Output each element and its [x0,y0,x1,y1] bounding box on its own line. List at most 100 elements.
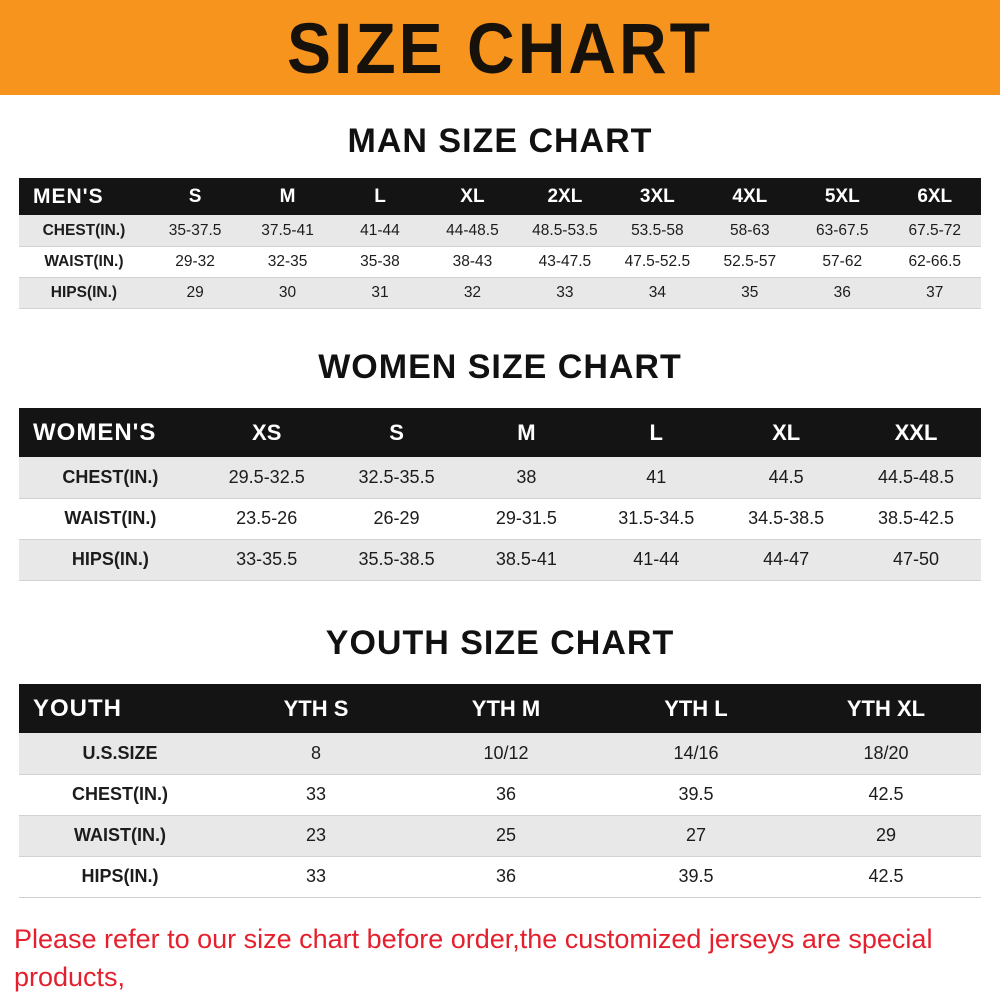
size-value: 52.5-57 [703,246,797,278]
row-label: HIPS(IN.) [19,539,202,581]
row-label: WAIST(IN.) [19,815,222,857]
size-value: 38.5-41 [461,539,592,581]
disclaimer-text: Please refer to our size chart before or… [14,920,1000,1000]
size-column-header: XS [201,408,332,458]
women-size-section: WOMEN SIZE CHART WOMEN'S XS S M L XL XXL CHEST(… [0,347,1000,581]
size-value: 30 [241,277,334,309]
size-value: 47-50 [851,539,981,581]
size-value: 8 [221,733,411,775]
table-row: HIPS(IN.) 33 36 39.5 42.5 [19,856,981,898]
size-column-header: 2XL [518,178,612,216]
size-value: 62-66.5 [888,246,981,278]
size-value: 33 [518,277,612,309]
size-column-header: XL [426,178,519,216]
size-column-header: XXL [851,408,981,458]
size-column-header: L [591,408,722,458]
size-column-header: YTH XL [790,684,981,734]
size-value: 36 [796,277,889,309]
size-value: 26-29 [331,498,462,540]
size-column-header: 6XL [888,178,981,216]
size-value: 38-43 [426,246,519,278]
poster-title: SIZE CHART [287,7,713,88]
size-column-header: YTH S [221,684,411,734]
table-corner-label: WOMEN'S [19,408,202,458]
size-value: 35 [703,277,797,309]
size-value: 27 [600,815,791,857]
size-column-header: L [333,178,427,216]
table-row: WAIST(IN.) 23 25 27 29 [19,815,981,857]
size-column-header: S [331,408,462,458]
size-value: 14/16 [600,733,791,775]
row-label: WAIST(IN.) [19,246,149,278]
size-value: 39.5 [600,774,791,816]
size-value: 35.5-38.5 [331,539,462,581]
size-column-header: M [461,408,592,458]
size-value: 38 [461,457,592,499]
size-column-header: 3XL [611,178,704,216]
mens-size-table: MEN'S S M L XL 2XL 3XL 4XL 5XL 6XL CHEST(IN.) 35-37… [19,178,981,309]
size-value: 67.5-72 [888,215,981,247]
size-value: 33 [221,774,411,816]
size-value: 42.5 [790,856,981,898]
man-size-section: MAN SIZE CHART MEN'S S M L XL 2XL 3XL 4XL 5XL 6XL… [0,122,1000,309]
size-value: 29-31.5 [461,498,592,540]
youth-size-table: YOUTH YTH S YTH M YTH L YTH XL U.S.SIZE 8 10/12… [19,684,981,898]
size-column-header: YTH L [600,684,791,734]
women-section-heading: WOMEN SIZE CHART [318,347,682,386]
size-value: 29 [148,277,242,309]
table-row: CHEST(IN.) 35-37.5 37.5-41 41-44 44-48.5 48.5… [19,215,981,247]
size-value: 37 [888,277,981,309]
title-banner: SIZE CHART [0,0,1000,95]
size-value: 18/20 [790,733,981,775]
size-value: 41 [591,457,722,499]
size-column-header: YTH M [411,684,601,734]
size-value: 29 [790,815,981,857]
size-value: 35-38 [333,246,427,278]
disclaimer-line-1: Please refer to our size chart before or… [14,923,933,992]
size-column-header: M [241,178,334,216]
size-value: 39.5 [600,856,791,898]
size-value: 35-37.5 [148,215,242,247]
table-row: CHEST(IN.) 29.5-32.5 32.5-35.5 38 41 44.5 44.5… [19,457,981,499]
size-value: 10/12 [411,733,601,775]
table-header-row: MEN'S S M L XL 2XL 3XL 4XL 5XL 6XL [19,178,981,216]
size-value: 23 [221,815,411,857]
table-row: U.S.SIZE 8 10/12 14/16 18/20 [19,733,981,775]
size-value: 34 [611,277,704,309]
size-value: 44.5 [721,457,852,499]
table-row: HIPS(IN.) 33-35.5 35.5-38.5 38.5-41 41-44 44-… [19,539,981,581]
size-value: 42.5 [790,774,981,816]
table-row: WAIST(IN.) 29-32 32-35 35-38 38-43 43-47.5 47.… [19,246,981,278]
row-label: WAIST(IN.) [19,498,202,540]
table-header-row: WOMEN'S XS S M L XL XXL [19,408,981,458]
row-label: CHEST(IN.) [19,457,202,499]
youth-section-heading: YOUTH SIZE CHART [325,623,675,662]
size-value: 29.5-32.5 [201,457,332,499]
row-label: HIPS(IN.) [19,856,222,898]
table-row: HIPS(IN.) 29 30 31 32 33 34 35 36 37 [19,277,981,309]
size-value: 32.5-35.5 [331,457,462,499]
size-value: 32-35 [241,246,334,278]
size-value: 41-44 [591,539,722,581]
table-corner-label: YOUTH [19,684,222,734]
size-value: 41-44 [333,215,427,247]
row-label: U.S.SIZE [19,733,222,775]
womens-size-table: WOMEN'S XS S M L XL XXL CHEST(IN.) 29.5-32.5 32.5… [19,408,981,581]
size-value: 48.5-53.5 [518,215,612,247]
size-value: 33 [221,856,411,898]
table-row: CHEST(IN.) 33 36 39.5 42.5 [19,774,981,816]
size-value: 53.5-58 [611,215,704,247]
size-column-header: S [148,178,242,216]
size-value: 23.5-26 [201,498,332,540]
size-value: 44-47 [721,539,852,581]
size-value: 36 [411,856,601,898]
size-value: 43-47.5 [518,246,612,278]
size-value: 57-62 [796,246,889,278]
size-value: 44.5-48.5 [851,457,981,499]
size-value: 31.5-34.5 [591,498,722,540]
size-value: 37.5-41 [241,215,334,247]
size-value: 25 [411,815,601,857]
youth-size-section: YOUTH SIZE CHART YOUTH YTH S YTH M YTH L YTH… [0,623,1000,898]
size-column-header: XL [721,408,852,458]
